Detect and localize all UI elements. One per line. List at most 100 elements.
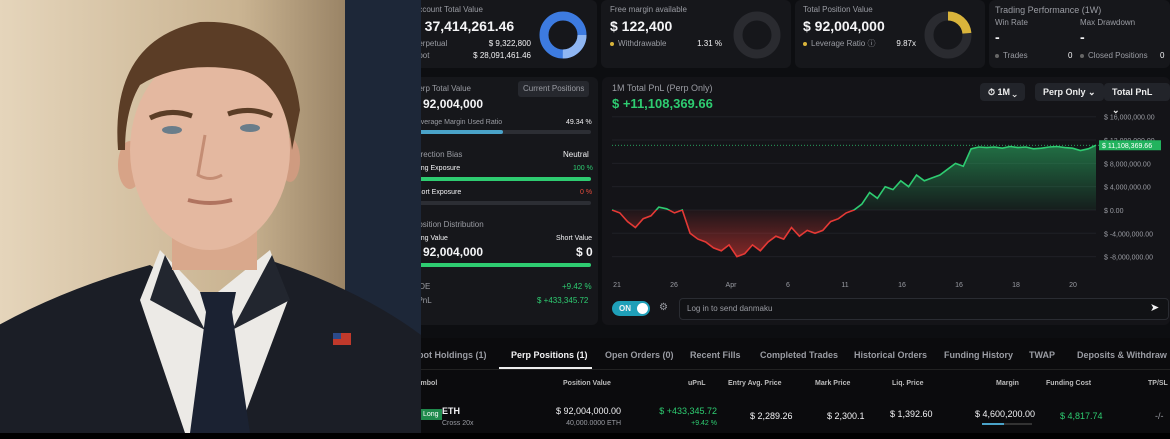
value: $ +433,345.72	[537, 296, 589, 305]
value: -	[1080, 29, 1085, 45]
x-tick-label: 11	[841, 282, 848, 289]
column-header: TP/SL	[1148, 380, 1168, 387]
nose	[196, 134, 223, 180]
chat-input[interactable]: Log in to send danmaku ➤	[679, 298, 1169, 320]
value: 100 %	[573, 165, 593, 172]
y-tick-label: $ 8,000,000.00	[1104, 161, 1151, 168]
value: $ 92,004,000	[803, 18, 885, 34]
chart-title: 1M Total PnL (Perp Only)	[612, 83, 713, 93]
x-tick-label: 16	[955, 282, 963, 289]
settings-icon[interactable]: ⚙	[659, 302, 668, 313]
send-icon[interactable]: ➤	[1150, 302, 1160, 314]
button[interactable]: Current Positions	[518, 81, 590, 97]
tab-divider	[405, 369, 1170, 370]
donut-segment	[539, 11, 587, 59]
chart-value: $ +11,108,369.66	[612, 96, 713, 111]
positions-section	[405, 338, 1170, 433]
y-tick-label: $ 16,000,000.00	[1104, 115, 1155, 122]
label: Withdrawable	[618, 39, 667, 48]
flag-pin-canton	[333, 333, 341, 339]
label: Account Total Value	[413, 5, 483, 14]
y-tick-label: $ 0.00	[1104, 208, 1124, 215]
tab[interactable]: TWAP	[1029, 350, 1055, 360]
value: 1.31 %	[697, 39, 722, 48]
label: Win Rate	[995, 18, 1028, 27]
x-tick-label: Apr	[726, 282, 738, 289]
tab[interactable]: Deposits & Withdraw	[1077, 350, 1167, 360]
side-badge: Long	[420, 409, 442, 420]
cell: $ 2,289.26	[750, 411, 793, 421]
label: Short Value	[556, 235, 593, 242]
current-tag-bg	[1099, 140, 1161, 151]
label: Total Position Value	[803, 5, 873, 14]
x-tick-label: 16	[898, 282, 906, 289]
column-header: Liq. Price	[892, 380, 924, 387]
x-tick-label: 21	[613, 282, 621, 289]
donuts	[539, 11, 972, 59]
tie	[190, 292, 250, 433]
label: Trading Performance (1W)	[995, 5, 1102, 15]
value: -	[995, 29, 1000, 45]
dropdown[interactable]: Total PnL ⌄	[1104, 83, 1170, 115]
cell: +9.42 %	[691, 420, 717, 427]
value: $ 0	[576, 245, 593, 259]
donut-segment	[924, 11, 972, 59]
tab[interactable]: Recent Fills	[690, 350, 741, 360]
tab[interactable]: Funding History	[944, 350, 1013, 360]
x-tick-label: 18	[1012, 282, 1020, 289]
toggle[interactable]: ON	[612, 301, 650, 316]
dropdown-label: Total PnL	[1112, 87, 1153, 97]
column-header: Position Value	[563, 380, 611, 387]
value: $ 92,004,000	[413, 97, 484, 111]
value: 0	[1068, 51, 1073, 60]
value: Neutral	[563, 150, 589, 159]
label: Withdrawable	[610, 40, 666, 48]
label: Long Exposure	[413, 165, 461, 172]
label: Position Distribution	[413, 220, 484, 229]
y-tick-label: $ 4,000,000.00	[1104, 185, 1151, 192]
progress-fill	[413, 130, 503, 134]
value: $ 37,414,261.46	[413, 18, 515, 34]
progress-fill	[413, 263, 591, 267]
progress	[413, 201, 591, 205]
dropdown[interactable]: ⏱ 1M ⌄	[980, 83, 1025, 101]
tab[interactable]: Historical Orders	[854, 350, 928, 360]
placeholder: Log in to send danmaku	[687, 304, 773, 313]
tab[interactable]: Open Orders (0)	[605, 350, 674, 360]
dot	[803, 41, 807, 46]
column-header: Mark Price	[815, 380, 851, 387]
eye	[240, 124, 260, 132]
label: Leverage Ratio ⓘ	[803, 40, 876, 48]
pnl-area	[612, 145, 1096, 257]
tab[interactable]: Spot Holdings (1)	[412, 350, 487, 360]
label: uPnL	[413, 296, 432, 305]
toggle-knob	[637, 303, 648, 314]
label: Trades	[1003, 51, 1028, 60]
donut	[733, 11, 781, 59]
lapel	[150, 255, 290, 330]
pnl-chart: $ 16,000,000.00$ 12,000,000.00$ 8,000,00…	[611, 115, 1161, 289]
value: 0	[1160, 51, 1165, 60]
column-header: uPnL	[688, 380, 706, 387]
photo	[0, 0, 421, 433]
label: Leverage Margin Used Ratio	[413, 119, 503, 126]
label: Spot	[413, 51, 430, 60]
tab[interactable]: Completed Trades	[760, 350, 839, 360]
dropdown[interactable]: Perp Only ⌄	[1035, 83, 1104, 101]
x-tick-label: 26	[670, 282, 678, 289]
margin-bar-fill	[982, 423, 1004, 425]
column-header: Symbol	[412, 380, 438, 387]
value: 0 %	[580, 189, 593, 196]
mouth	[187, 198, 233, 205]
cell: Cross 20x	[442, 420, 474, 427]
tab[interactable]: Perp Positions (1)	[511, 350, 588, 360]
dropdown-label: 1M	[997, 87, 1011, 97]
column-header: Margin	[996, 380, 1019, 387]
x-tick-label: 20	[1069, 282, 1077, 289]
label: Perpetual	[413, 39, 448, 48]
cell: $ 1,392.60	[890, 409, 933, 419]
brows	[148, 108, 274, 121]
value: +9.42 %	[562, 282, 592, 291]
x-tick-label: 6	[786, 282, 790, 289]
